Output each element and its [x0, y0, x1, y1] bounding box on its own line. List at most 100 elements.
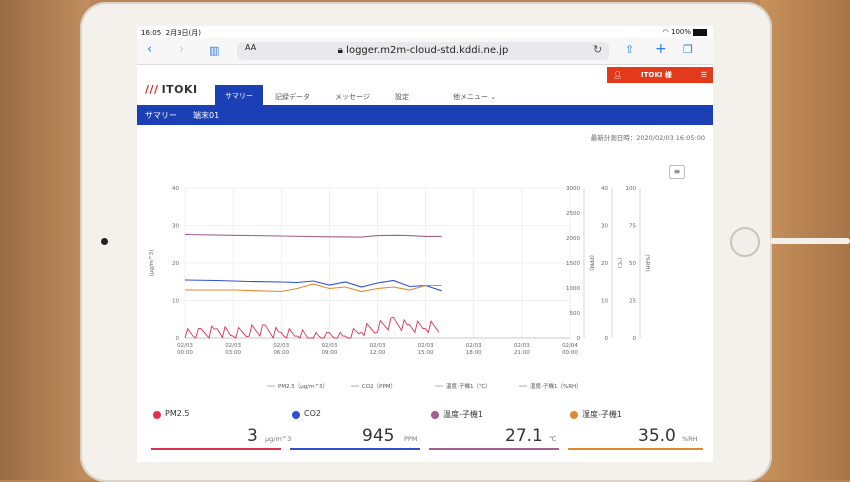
card-pm25: PM2.5 3 μg/m^3 — [151, 406, 291, 452]
card-name: PM2.5 — [165, 409, 190, 418]
reload-icon[interactable]: ↻ — [593, 43, 603, 56]
chart-menu-icon[interactable]: ≡ — [669, 165, 685, 179]
series-dot-pm25 — [153, 411, 161, 419]
x-tick-label-date: 02/03 — [514, 343, 530, 349]
y-left-tick-label: 40 — [172, 186, 179, 192]
legend-entry: PM2.5（μg/m^3） — [278, 383, 328, 390]
charging-cable — [770, 238, 850, 244]
series-dot-temp — [431, 411, 439, 419]
display-settings-label: 表示動作変更 — [654, 115, 694, 123]
browser-toolbar: ‹ › ▥ 🔒︎ logger.m2m-cloud-std.kddi.ne.jp… — [137, 38, 713, 65]
wifi-icon: ◠ — [662, 28, 669, 36]
card-value: 27.1 — [505, 426, 543, 446]
y-left-tick-label: 10 — [172, 299, 179, 305]
logo-mark-icon: /// — [145, 83, 159, 96]
card-value: 35.0 — [638, 426, 676, 446]
x-tick-label-time: 03:00 — [225, 350, 241, 356]
page-title-bar: サマリー 端末01 — [137, 105, 713, 125]
address-bar[interactable]: 🔒︎ logger.m2m-cloud-std.kddi.ne.jp — [237, 42, 609, 60]
legend-entry: 温度-子機1（℃） — [446, 382, 491, 390]
legend-entry: 湿度-子機1（%RH） — [530, 382, 582, 390]
tab-settings[interactable]: 設定 — [395, 93, 409, 101]
y-right-tick-label: 75 — [629, 224, 636, 230]
x-tick-label-time: 21:00 — [514, 350, 530, 356]
card-unit: PPM — [404, 435, 418, 443]
gear-icon: ⚙ — [647, 115, 653, 123]
bookmarks-icon[interactable]: ▥ — [209, 44, 220, 57]
y-left-axis-label: (μg/m^3) — [149, 250, 155, 277]
tab-messages[interactable]: メッセージ — [335, 93, 370, 101]
reader-aa-button[interactable]: AA — [245, 43, 257, 52]
y-right-axis-label: (%RH) — [644, 254, 650, 271]
y-right-tick-label: 3000 — [566, 186, 580, 192]
card-name: CO2 — [304, 409, 321, 418]
home-button[interactable] — [730, 227, 760, 257]
y-left-tick-label: 20 — [172, 261, 179, 267]
tab-summary[interactable]: サマリー — [215, 85, 263, 105]
x-tick-label-time: 06:00 — [273, 350, 289, 356]
x-tick-label-date: 02/03 — [370, 343, 386, 349]
series-line-4 — [185, 283, 442, 293]
y-right-tick-label: 500 — [570, 311, 581, 317]
status-date: 2月3日(月) — [165, 29, 202, 37]
series-line-3 — [184, 233, 442, 238]
y-right-tick-label: 0 — [633, 336, 637, 342]
display-settings-link[interactable]: ⚙ 表示動作変更 — [647, 113, 694, 123]
y-right-tick-label: 50 — [629, 261, 636, 267]
url-text: logger.m2m-cloud-std.kddi.ne.jp — [346, 45, 509, 56]
status-time: 16:05 — [141, 29, 162, 37]
x-tick-label-date: 02/04 — [562, 343, 578, 349]
share-icon[interactable]: ⇧ — [625, 43, 635, 56]
x-tick-label-time: 15:00 — [418, 350, 434, 356]
y-right-tick-label: 0 — [605, 336, 609, 342]
front-camera — [101, 238, 108, 245]
card-unit: %RH — [682, 435, 698, 443]
card-value: 945 — [362, 426, 395, 446]
tab-other-menu[interactable]: 他メニュー ⌄ — [453, 93, 497, 101]
tabs-icon[interactable]: ❐ — [683, 43, 693, 56]
y-right-tick-label: 2500 — [566, 211, 580, 217]
x-tick-label-time: 00:00 — [177, 350, 193, 356]
wooden-table-left — [0, 0, 90, 480]
user-name: ITOKI 様 — [641, 71, 672, 79]
back-icon[interactable]: ‹ — [147, 42, 153, 57]
sensor-line-chart: 0 10 20 30 40 02/03 00:00 02/03 03:00 02/03 06:00 0… — [149, 186, 650, 390]
tablet-screen: 16:05 2月3日(月) ◠ 100% ‹ › ▥ 🔒︎ logger.m2m… — [137, 26, 713, 462]
series-dot-co2 — [292, 411, 300, 419]
y-left-tick-label: 0 — [176, 336, 180, 342]
x-tick-label-date: 02/03 — [321, 343, 337, 349]
app-header: ///ITOKI サマリー 記録データ メッセージ 設定 他メニュー ⌄ 👤︎ … — [137, 65, 713, 105]
x-tick-label-date: 02/03 — [466, 343, 482, 349]
legend-entry: CO2（PPM） — [362, 383, 396, 390]
last-measured-time: 最新計測日時：2020/02/03 16:05:00 — [590, 134, 705, 142]
card-underline — [151, 448, 281, 450]
card-underline — [429, 448, 559, 450]
y-right-tick-label: 30 — [601, 224, 608, 230]
device-name: 端末01 — [193, 111, 220, 120]
y-right-tick-label: 1000 — [566, 286, 580, 292]
lock-icon: 🔒︎ — [337, 45, 343, 56]
user-icon: 👤︎ — [613, 71, 622, 79]
page-title: サマリー — [145, 111, 177, 120]
card-co2: CO2 945 PPM — [290, 406, 420, 452]
y-right-tick-label: 100 — [626, 186, 637, 192]
x-tick-label-time: 09:00 — [321, 350, 337, 356]
y-left-tick-label: 30 — [172, 224, 179, 230]
tab-records[interactable]: 記録データ — [275, 93, 310, 101]
hamburger-menu-icon[interactable]: ☰ — [700, 71, 707, 79]
y-right-tick-label: 25 — [629, 299, 636, 305]
card-name: 温度-子機1 — [443, 410, 483, 419]
series-line-2 — [184, 279, 442, 292]
y-right-tick-label: 40 — [601, 186, 608, 192]
card-value: 3 — [247, 426, 258, 446]
new-tab-icon[interactable]: + — [655, 41, 667, 57]
y-right-axis-label: (PPM) — [588, 255, 594, 271]
user-menu-bar[interactable]: 👤︎ ITOKI 様 ☰ — [607, 67, 713, 83]
y-right-tick-label: 10 — [601, 299, 608, 305]
itoki-logo[interactable]: ///ITOKI — [145, 83, 198, 96]
card-name: 湿度-子機1 — [582, 410, 622, 419]
card-underline — [568, 448, 703, 450]
forward-icon[interactable]: › — [179, 42, 185, 57]
x-tick-label-date: 02/03 — [418, 343, 434, 349]
status-bar: 16:05 2月3日(月) ◠ 100% — [137, 26, 713, 38]
